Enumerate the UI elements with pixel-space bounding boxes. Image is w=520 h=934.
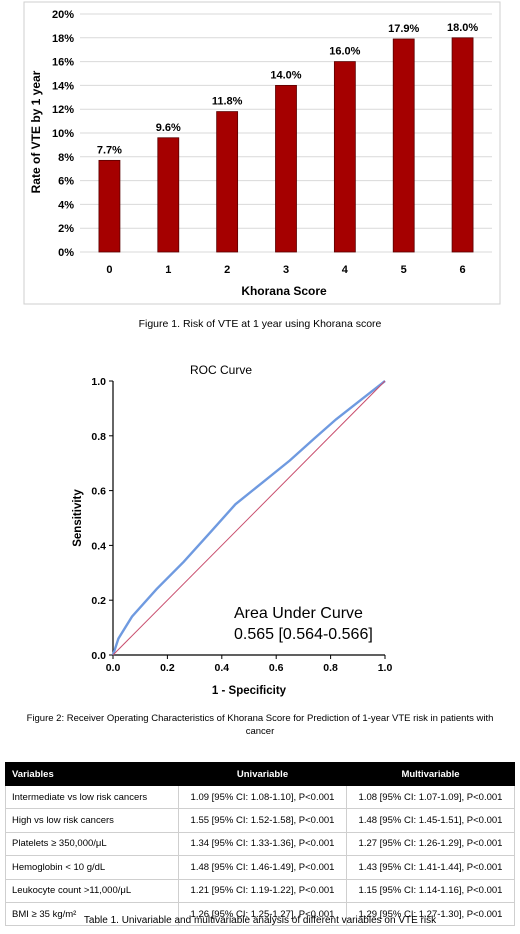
figure2-caption-line2: cancer — [245, 726, 275, 737]
roc-xtick-label: 0.0 — [106, 662, 121, 674]
bar-data-label: 18.0% — [447, 22, 478, 34]
table-row: Hemoglobin < 10 g/dL 1.48 [95% CI: 1.46-… — [5, 855, 515, 880]
roc-curve-line — [111, 380, 386, 656]
roc-xtick-label: 0.2 — [160, 662, 175, 674]
bar-mark — [98, 159, 121, 253]
table-cell-univariable: 1.48 [95% CI: 1.46-1.49], P<0.001 — [178, 855, 347, 880]
bar-ytick-label: 6% — [58, 176, 74, 188]
figure1-caption: Figure 1. Risk of VTE at 1 year using Kh… — [138, 318, 382, 330]
bar-mark — [216, 111, 239, 253]
bar-mark — [275, 85, 297, 253]
bar-mark — [451, 37, 474, 253]
roc-ytick-label: 0.4 — [91, 540, 106, 552]
variables-table: Variables Univariable Multivariable Inte… — [5, 762, 515, 927]
roc-title: ROC Curve — [190, 363, 252, 377]
roc-xtick-label: 0.4 — [214, 662, 229, 674]
table-header-variables: Variables — [5, 762, 179, 786]
bar-ytick-label: 8% — [58, 152, 74, 164]
bar-xtick-label: 5 — [401, 264, 407, 276]
khorana-bar-chart: 7.7% 9.6% 11.8% 14.0% 16.0% 17.9% 18.0% 0 1 2 3 4 5… — [23, 1, 501, 305]
table-cell-univariable: 1.21 [95% CI: 1.19-1.22], P<0.001 — [178, 878, 347, 903]
auc-annotation-title: Area Under Curve — [234, 605, 363, 622]
bar-data-label: 11.8% — [212, 96, 243, 108]
table-cell-univariable: 1.09 [95% CI: 1.08-1.10], P<0.001 — [178, 784, 347, 810]
table-row: Intermediate vs low risk cancers 1.09 [9… — [5, 784, 515, 810]
bar-data-label: 14.0% — [270, 69, 301, 81]
table-row: High vs low risk cancers 1.55 [95% CI: 1… — [5, 808, 515, 833]
table-cell-multivariable: 1.27 [95% CI: 1.26-1.29], P<0.001 — [346, 831, 515, 857]
bar-chart-frame — [23, 1, 501, 305]
table-cell-variable: Intermediate vs low risk cancers — [5, 784, 179, 810]
bar-ytick-label: 18% — [52, 33, 74, 45]
bar-xtick-label: 2 — [224, 264, 230, 276]
roc-ytick-label: 0.2 — [91, 595, 106, 607]
roc-ytick-label: 0.6 — [91, 486, 106, 498]
table-header-multivariable: Multivariable — [346, 762, 515, 786]
bar-ytick-label: 2% — [58, 223, 74, 235]
bar-xtick-label: 1 — [165, 264, 171, 276]
bar-data-label: 7.7% — [97, 144, 122, 156]
table-row: Platelets ≥ 350,000/μL 1.34 [95% CI: 1.3… — [5, 831, 515, 857]
table-cell-variable: Platelets ≥ 350,000/μL — [5, 831, 179, 857]
table-cell-variable: High vs low risk cancers — [5, 808, 179, 833]
figure2-caption-line1: Figure 2: Receiver Operating Characteris… — [26, 713, 494, 724]
roc-reference-line — [112, 380, 386, 656]
bar-ytick-label: 16% — [52, 57, 74, 69]
bar-data-label: 17.9% — [388, 23, 419, 35]
table-cell-univariable: 1.26 [95% CI: 1.25-1.27], P<0.001 — [178, 901, 347, 927]
table-cell-univariable: 1.55 [95% CI: 1.52-1.58], P<0.001 — [178, 808, 347, 833]
auc-annotation-value: 0.565 [0.564-0.566] — [234, 626, 373, 643]
table-cell-variable: Leukocyte count >11,000/μL — [5, 878, 179, 903]
roc-xlabel: 1 - Specificity — [212, 685, 287, 697]
bar-xtick-label: 3 — [283, 264, 289, 276]
roc-curve-chart: 0.0 0.2 0.4 0.6 0.8 1.0 0.0 0.2 0.4 0.6 0.8 1.0 ROC… — [72, 363, 393, 697]
bar-chart-ylabel: Rate of VTE by 1 year — [29, 70, 43, 193]
table-cell-multivariable: 1.08 [95% CI: 1.07-1.09], P<0.001 — [346, 784, 515, 810]
roc-xtick-label: 1.0 — [378, 662, 393, 674]
table-row: BMI ≥ 35 kg/m² 1.26 [95% CI: 1.25-1.27],… — [5, 901, 515, 927]
table-cell-univariable: 1.34 [95% CI: 1.33-1.36], P<0.001 — [178, 831, 347, 857]
bar-data-label: 16.0% — [329, 46, 360, 58]
table-cell-multivariable: 1.29 [95% CI: 1.27-1.30], P<0.001 — [346, 901, 515, 927]
bar-mark — [333, 61, 356, 253]
bar-ytick-label: 0% — [58, 247, 74, 259]
table-cell-multivariable: 1.48 [95% CI: 1.45-1.51], P<0.001 — [346, 808, 515, 833]
bar-mark — [392, 38, 415, 253]
bar-xtick-label: 0 — [106, 264, 112, 276]
bar-ytick-label: 20% — [52, 9, 74, 21]
table-cell-multivariable: 1.15 [95% CI: 1.14-1.16], P<0.001 — [346, 878, 515, 903]
table-cell-multivariable: 1.43 [95% CI: 1.41-1.44], P<0.001 — [346, 855, 515, 880]
bar-xtick-label: 6 — [460, 264, 466, 276]
bar-ytick-label: 10% — [52, 128, 74, 140]
roc-ytick-label: 0.0 — [91, 650, 106, 662]
bar-mark — [157, 137, 180, 253]
bar-ytick-label: 14% — [52, 80, 74, 92]
table-row: Leukocyte count >11,000/μL 1.21 [95% CI:… — [5, 878, 515, 903]
roc-ytick-label: 1.0 — [91, 376, 106, 388]
table-cell-variable: Hemoglobin < 10 g/dL — [5, 855, 179, 880]
roc-xtick-label: 0.6 — [269, 662, 284, 674]
table1-caption: Table 1. Univariable and multivariable a… — [83, 915, 437, 926]
roc-xtick-label: 0.8 — [323, 662, 338, 674]
roc-ylabel: Sensitivity — [72, 489, 84, 547]
table-header-row: Variables Univariable Multivariable — [5, 762, 515, 786]
bar-ytick-label: 4% — [58, 199, 74, 211]
bar-xtick-label: 4 — [342, 264, 349, 276]
bar-ytick-label: 12% — [52, 104, 74, 116]
figure2-caption: Figure 2: Receiver Operating Characteris… — [0, 712, 520, 738]
roc-ytick-label: 0.8 — [91, 431, 106, 443]
table-header-univariable: Univariable — [178, 762, 347, 786]
bar-chart-xlabel: Khorana Score — [241, 284, 327, 298]
bar-data-label: 9.6% — [156, 122, 181, 134]
